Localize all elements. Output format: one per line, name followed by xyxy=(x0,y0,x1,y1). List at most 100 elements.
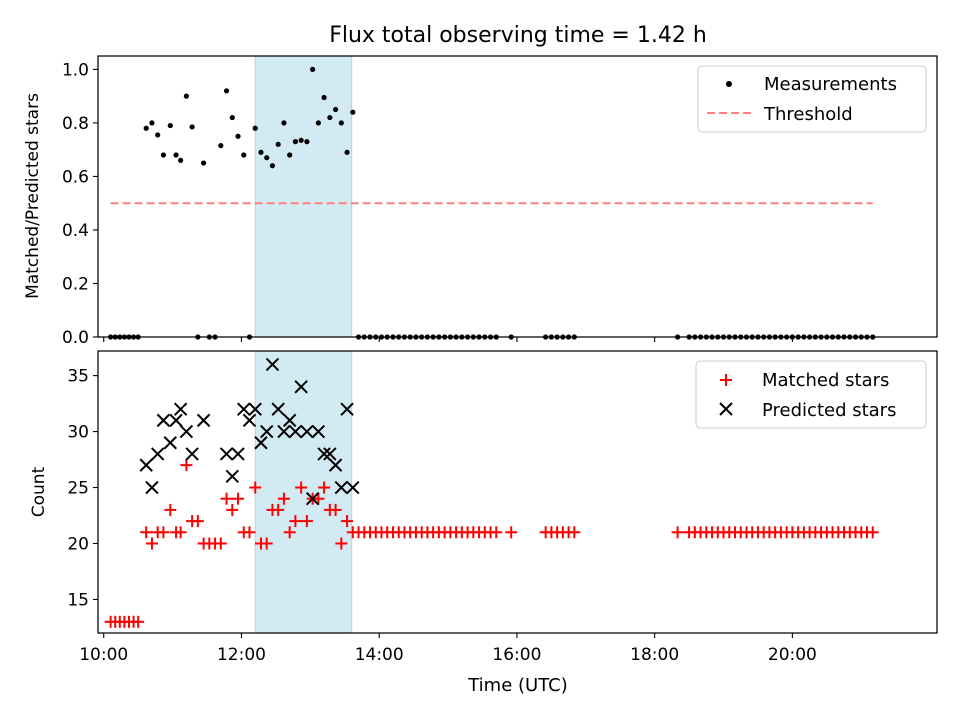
measurements-point xyxy=(269,163,276,169)
measurements-point xyxy=(235,133,241,139)
predicted-stars-legend-label: Predicted stars xyxy=(762,400,896,421)
measurements-point xyxy=(149,120,155,126)
measurements-point xyxy=(332,106,339,113)
measurements-point xyxy=(189,124,195,130)
matched-stars-point xyxy=(568,526,581,539)
top-legend-box xyxy=(697,65,927,133)
bottom-x-ticks: 10:00 12:00 14:00 16:00 18:00 20:00 xyxy=(79,633,817,665)
predicted-stars-point xyxy=(156,413,171,428)
matched-stars-point xyxy=(214,537,227,550)
matched-stars-point xyxy=(329,503,342,516)
predicted-stars-point xyxy=(277,424,291,439)
predicted-stars-point xyxy=(300,424,314,439)
x-axis-label: Time (UTC) xyxy=(467,675,568,696)
y-tick-label: 15 xyxy=(67,590,89,610)
predicted-stars-point xyxy=(305,492,320,506)
predicted-stars-point xyxy=(328,458,343,472)
y-tick: 20 xyxy=(67,534,98,554)
matched-stars-point xyxy=(164,503,177,516)
matched-stars-point xyxy=(243,526,256,539)
y-tick: 0.4 xyxy=(62,221,98,241)
top-axes-frame xyxy=(97,55,938,338)
measurements-point xyxy=(143,125,149,131)
measurements-point xyxy=(200,160,207,166)
predicted-stars-point xyxy=(282,413,297,428)
x-tick-label: 14:00 xyxy=(355,645,404,665)
y-tick-label: 0.6 xyxy=(62,167,89,187)
predicted-stars-point xyxy=(139,458,153,472)
x-tick: 20:00 xyxy=(768,633,817,665)
measurements-point xyxy=(275,141,281,147)
predicted-stars-point xyxy=(334,480,349,495)
bottom-axes-frame xyxy=(97,350,938,634)
matched-stars-point xyxy=(220,492,233,505)
matched-stars-point xyxy=(249,481,262,494)
predicted-stars-point xyxy=(237,402,251,416)
matched-stars-point xyxy=(335,537,348,550)
matched-stars-point xyxy=(180,459,193,472)
matched-stars-point xyxy=(289,515,302,528)
y-tick: 25 xyxy=(67,479,98,499)
top-y-ticks: 0.0 0.2 0.4 0.6 0.8 1.0 xyxy=(62,60,98,348)
matched-stars-point xyxy=(174,526,187,539)
y-tick-label: 1.0 xyxy=(62,60,89,80)
predicted-stars-point xyxy=(260,424,274,439)
measurements-point xyxy=(338,120,344,126)
matched-stars-point xyxy=(191,515,204,528)
x-tick-label: 20:00 xyxy=(768,645,817,665)
y-tick-label: 25 xyxy=(67,479,89,499)
measurements-point xyxy=(155,132,161,138)
predicted-stars-point xyxy=(311,424,326,439)
y-tick-label: 20 xyxy=(67,534,89,554)
predicted-stars-point xyxy=(288,424,303,439)
matched-stars-point xyxy=(145,537,158,550)
matched-stars-point xyxy=(341,515,354,528)
y-tick: 0.6 xyxy=(62,167,98,187)
x-tick-label: 12:00 xyxy=(217,645,266,665)
measurements-point xyxy=(281,120,287,126)
predicted-stars-point xyxy=(219,447,234,461)
matched-stars-point xyxy=(140,526,153,539)
matched-stars-point xyxy=(671,526,684,539)
y-tick-label: 35 xyxy=(67,367,89,387)
predicted-stars-point xyxy=(145,480,159,495)
predicted-stars-point xyxy=(169,413,183,428)
predicted-stars-point xyxy=(271,402,285,416)
measurements-point xyxy=(304,139,310,145)
predicted-stars-point xyxy=(163,436,178,450)
measurements-legend-label: Measurements xyxy=(764,74,897,95)
y-tick: 0.8 xyxy=(62,114,98,134)
predicted-stars-point xyxy=(225,469,239,484)
y-tick: 1.0 xyxy=(62,60,98,80)
matched-stars-point xyxy=(295,481,308,494)
top-series xyxy=(108,66,876,340)
top-panel: 0.0 0.2 0.4 0.6 0.8 1.0 Matched/Predicted sta… xyxy=(23,55,938,348)
matched-stars-legend-label: Matched stars xyxy=(762,370,889,391)
measurements-point xyxy=(287,152,293,158)
measurements-point xyxy=(315,120,321,126)
measurements-point xyxy=(252,125,258,131)
top-ylabel: Matched/Predicted stars xyxy=(23,93,43,299)
predicted-stars-legend-marker xyxy=(719,402,733,416)
y-tick: 0.0 xyxy=(62,328,98,348)
predicted-stars-point xyxy=(242,413,257,428)
matched-stars-point xyxy=(318,481,331,494)
matched-stars-point xyxy=(300,515,313,528)
measurements-point xyxy=(344,149,350,155)
predicted-stars-point xyxy=(265,357,280,372)
y-tick-label: 0.8 xyxy=(62,114,89,134)
measurements-point xyxy=(310,66,316,72)
measurements-point xyxy=(298,137,304,143)
measurements-point xyxy=(218,143,224,149)
predicted-stars-point xyxy=(179,424,194,439)
matched-stars-point xyxy=(505,526,518,539)
predicted-stars-point xyxy=(254,436,268,450)
threshold-legend-label: Threshold xyxy=(763,104,853,125)
matched-stars-point xyxy=(312,492,325,505)
matched-stars-legend-marker xyxy=(720,374,732,386)
bottom-series xyxy=(104,357,879,628)
measurements-legend-marker xyxy=(726,81,732,87)
y-tick-label: 30 xyxy=(67,423,89,443)
matched-stars-point xyxy=(132,615,145,628)
top-shaded-interval xyxy=(254,55,353,338)
